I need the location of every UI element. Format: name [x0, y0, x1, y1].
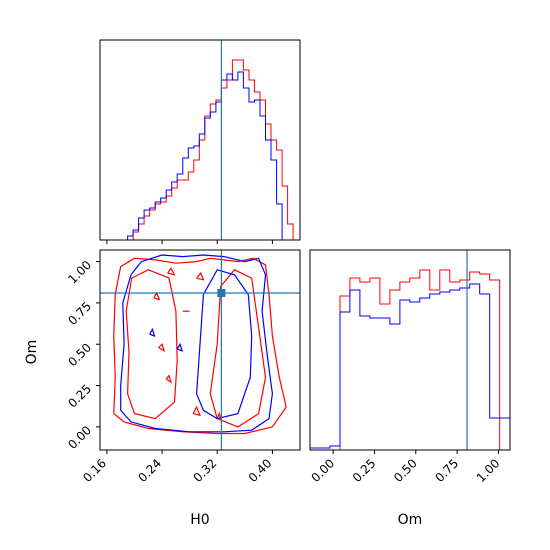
- om-tick-label: 0.25: [65, 382, 94, 411]
- truth-marker: [217, 288, 226, 297]
- h0-hist-series-a: [105, 59, 299, 240]
- contour-series-a: [167, 267, 176, 276]
- om-tick-label: 1.00: [65, 258, 94, 287]
- om-hist-tick-label: 0.50: [391, 456, 420, 485]
- om-hist-series-a: [310, 269, 510, 450]
- x-axis-label-h0: H0: [190, 512, 209, 528]
- contour-series-a: [209, 269, 267, 428]
- x-axis-label-om: Om: [398, 512, 423, 528]
- contour-series-b: [120, 254, 274, 433]
- h0-tick-label: 0.16: [80, 456, 109, 485]
- panel-2d-frame: [99, 249, 301, 451]
- contour-series-a: [158, 343, 166, 353]
- om-hist-tick-label: 1.00: [474, 456, 503, 485]
- h0-tick-label: 0.40: [246, 456, 275, 485]
- om-hist-tick-label: 0.00: [308, 456, 337, 485]
- contour-series-a: [125, 269, 178, 420]
- contour-series-a: [113, 257, 287, 435]
- panel-om-frame: [309, 249, 511, 451]
- om-tick-label: 0.75: [65, 299, 94, 328]
- contour-series-a: [196, 271, 205, 281]
- contour-series-a: [153, 291, 161, 301]
- h0-hist-series-b: [105, 71, 299, 240]
- om-tick-label: 0.00: [65, 423, 94, 452]
- panel-h0-frame: [99, 39, 301, 241]
- om-hist-tick-label: 0.75: [432, 456, 461, 485]
- contour-series-b: [196, 269, 253, 420]
- contour-series-a: [165, 374, 173, 384]
- panel-om-histogram: 0.00 0.25 0.50 0.75 1.00 Om: [308, 249, 511, 528]
- contour-series-a: [192, 405, 202, 417]
- h0-tick-label: 0.24: [135, 456, 164, 485]
- y-axis-label-om: Om: [24, 340, 40, 365]
- contour-series-b: [149, 327, 156, 337]
- contour-series-a: [216, 411, 223, 422]
- contour-series-b: [176, 342, 184, 352]
- h0-tick-label: 0.32: [191, 456, 220, 485]
- panel-h0-om-contours: 0.16 0.24 0.32 0.400.000.250.500.751.00 H0 …: [24, 249, 301, 528]
- om-hist-series-b: [310, 283, 510, 449]
- panel-h0-histogram: [99, 39, 301, 244]
- om-hist-tick-label: 0.25: [350, 456, 379, 485]
- om-tick-label: 0.50: [65, 340, 94, 369]
